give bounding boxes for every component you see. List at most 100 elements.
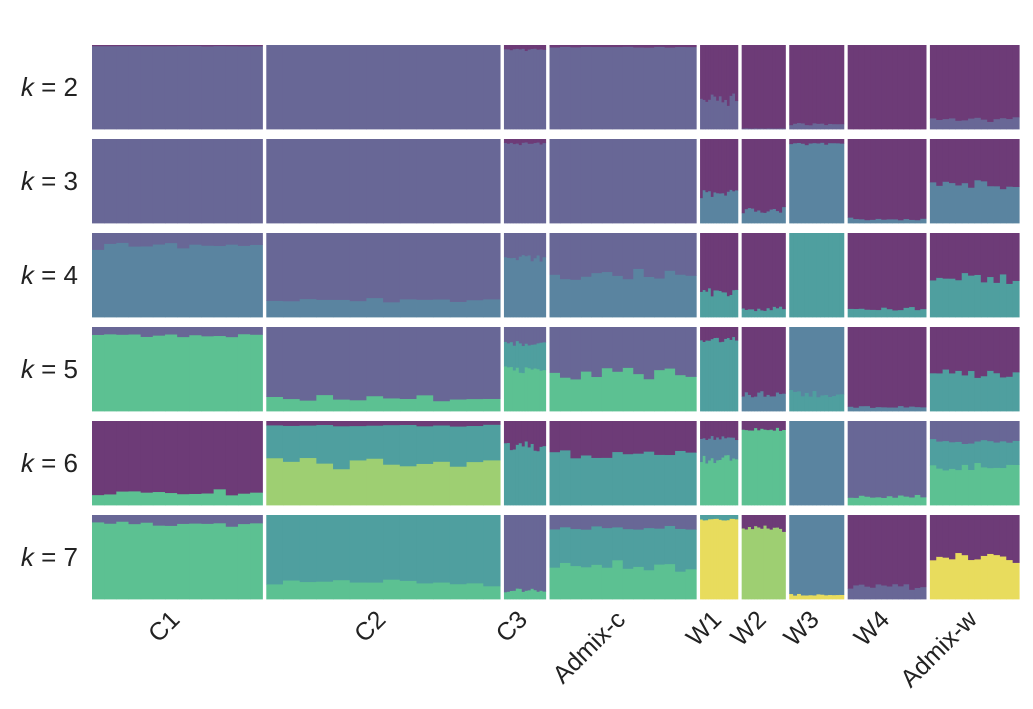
segment-W2-k6-purple <box>769 421 774 430</box>
bar-W3-k4 <box>789 233 845 318</box>
segment-C3-k3-slate <box>503 142 508 224</box>
segment-W3-k5-steel <box>789 327 794 391</box>
segment-W3-k4-teal <box>812 233 818 318</box>
segment-C1-k2-purple <box>201 45 215 47</box>
segment-C1-k5-green <box>250 334 263 412</box>
segment-Admix-c-k4-steel <box>622 278 634 318</box>
segment-W3-k3-steel <box>820 142 825 224</box>
segment-W1-k6-green <box>716 459 720 506</box>
segment-W2-k2-slate <box>763 128 768 130</box>
segment-Admix-w-k6-teal <box>955 441 963 471</box>
segment-W1-k6-steel <box>708 438 712 461</box>
segment-Admix-c-k7-teal <box>591 525 603 565</box>
segment-Admix-w-k4-purple <box>929 233 937 281</box>
segment-W2-k7-lime <box>757 527 761 600</box>
segment-C3-k7-green <box>530 588 535 600</box>
segment-W1-k5-purple <box>732 327 736 338</box>
segment-C3-k5-teal <box>506 342 511 368</box>
segment-Admix-c-k7-teal <box>643 527 655 571</box>
segment-W4-k5-steel <box>881 406 888 412</box>
segment-Admix-w-k5-purple <box>948 327 956 374</box>
segment-W3-k2-slate <box>839 123 845 130</box>
segment-C2-k6-purple <box>333 421 351 427</box>
segment-W3-k3-steel <box>816 143 821 224</box>
segment-C2-k2-slate <box>483 45 501 130</box>
segment-Admix-c-k2-slate <box>675 46 687 130</box>
segment-W4-k7-purple <box>875 515 882 585</box>
segment-W3-k7-yellow <box>793 595 798 600</box>
bar-W1-k6 <box>700 421 739 506</box>
segment-W4-k5-steel <box>853 407 860 412</box>
segment-C1-k6-purple <box>152 421 166 493</box>
segment-W2-k2-purple <box>772 45 777 129</box>
segment-W2-k6-purple <box>760 421 765 429</box>
segment-W2-k5-purple <box>772 327 777 397</box>
segment-Admix-w-k7-yellow <box>948 558 956 600</box>
segment-C2-k7-teal <box>483 515 501 587</box>
segment-Admix-w-k7-purple <box>968 515 976 561</box>
segment-C2-k2-slate <box>366 45 384 130</box>
segment-C3-k7-slate <box>506 515 511 592</box>
segment-C3-k5-teal <box>503 341 508 367</box>
segment-C2-k5-slate <box>449 327 468 400</box>
segment-W2-k6-purple <box>772 421 777 431</box>
segment-Admix-c-k5-green <box>633 373 645 412</box>
bar-Admix-w-k7 <box>929 515 1020 600</box>
segment-W2-k4-purple <box>782 233 786 310</box>
segment-W4-k3-steel <box>909 219 916 224</box>
segment-Admix-c-k2-slate <box>601 46 613 130</box>
segment-C3-k6-teal <box>539 446 544 506</box>
segment-W1-k7-yellow <box>705 519 709 600</box>
segment-W4-k4-purple <box>903 233 910 308</box>
segment-W3-k6-steel <box>800 421 806 506</box>
segment-W4-k2-purple <box>897 45 905 130</box>
segment-W3-k7-yellow <box>804 595 810 600</box>
segment-C3-k6-teal <box>533 450 538 506</box>
segment-C1-k4-steel <box>225 244 239 318</box>
segment-W1-k2-slate <box>724 99 728 130</box>
segment-W3-k7-steel <box>828 515 833 596</box>
segment-W1-k2-purple <box>710 45 715 95</box>
segment-Admix-w-k6-green <box>961 464 969 506</box>
segment-W2-k7-lime <box>766 528 771 600</box>
segment-W4-k6-slate <box>881 421 888 498</box>
segment-W3-k5-steel <box>797 327 802 392</box>
segment-Admix-w-k5-teal <box>987 370 995 412</box>
segment-W3-k3-steel <box>832 142 837 224</box>
segment-W2-k4-purple <box>751 233 755 310</box>
segment-Admix-w-k2-purple <box>974 45 982 118</box>
segment-W3-k7-steel <box>824 515 829 596</box>
segment-W4-k6-slate <box>892 421 899 498</box>
segment-C1-k5-slate <box>128 327 142 335</box>
segment-W1-k2-purple <box>732 45 736 94</box>
segment-W4-k3-purple <box>909 139 916 220</box>
segment-W3-k3-purple <box>828 139 833 144</box>
segment-Admix-c-k2-purple <box>612 45 624 48</box>
segment-Admix-c-k5-slate <box>570 327 582 380</box>
segment-W1-k3-steel <box>705 191 709 224</box>
segment-W3-k5-steel <box>828 327 833 397</box>
segment-Admix-w-k2-purple <box>999 45 1007 119</box>
segment-Admix-w-k3-steel <box>961 182 969 224</box>
segment-C2-k6-lime <box>383 464 401 506</box>
segment-W3-k7-steel <box>835 515 841 596</box>
bar-Admix-c-k3 <box>549 139 697 224</box>
segment-W4-k3-purple <box>881 139 888 220</box>
segment-W3-k7-yellow <box>816 593 821 600</box>
segment-C1-k2-purple <box>237 45 251 47</box>
segment-Admix-w-k4-teal <box>961 272 969 318</box>
segment-C3-k2-slate <box>533 48 538 130</box>
segment-C3-k2-slate <box>521 48 526 130</box>
segment-W1-k6-steel <box>721 435 725 458</box>
segment-W1-k5-teal <box>708 340 712 412</box>
segment-Admix-c-k7-green <box>622 568 634 600</box>
segment-W1-k6-green <box>721 457 725 506</box>
segment-W3-k7-steel <box>816 515 821 595</box>
segment-W1-k3-steel <box>713 192 717 224</box>
segment-W4-k3-steel <box>870 219 877 224</box>
segment-W2-k2-purple <box>744 45 749 129</box>
segment-W1-k5-purple <box>710 327 715 340</box>
segment-W3-k3-purple <box>804 139 810 146</box>
segment-W4-k4-teal <box>875 309 882 318</box>
segment-C2-k4-steel <box>483 299 501 318</box>
